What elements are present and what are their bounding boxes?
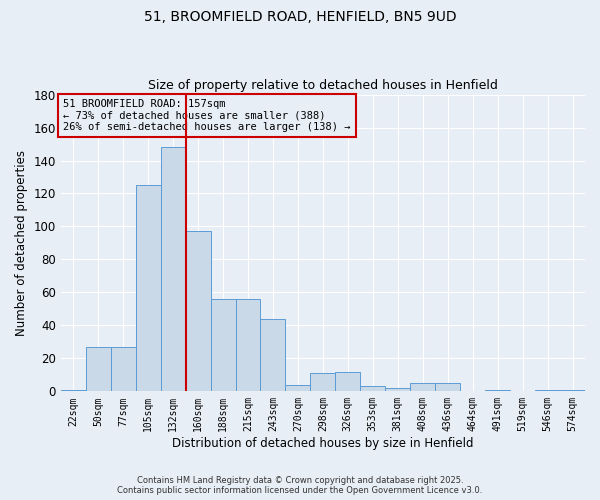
Bar — [310, 373, 335, 392]
Bar — [185, 232, 211, 392]
Bar — [111, 347, 136, 392]
Bar — [61, 390, 86, 392]
Text: 51, BROOMFIELD ROAD, HENFIELD, BN5 9UD: 51, BROOMFIELD ROAD, HENFIELD, BN5 9UD — [143, 10, 457, 24]
Bar — [361, 386, 385, 392]
Bar — [485, 390, 510, 392]
Text: Contains HM Land Registry data © Crown copyright and database right 2025.
Contai: Contains HM Land Registry data © Crown c… — [118, 476, 482, 495]
Y-axis label: Number of detached properties: Number of detached properties — [15, 150, 28, 336]
Bar — [286, 384, 310, 392]
Bar — [560, 390, 585, 392]
Bar — [260, 319, 286, 392]
Bar — [335, 372, 361, 392]
Bar — [236, 299, 260, 392]
Title: Size of property relative to detached houses in Henfield: Size of property relative to detached ho… — [148, 79, 498, 92]
Bar — [211, 299, 236, 392]
Text: 51 BROOMFIELD ROAD: 157sqm
← 73% of detached houses are smaller (388)
26% of sem: 51 BROOMFIELD ROAD: 157sqm ← 73% of deta… — [64, 99, 351, 132]
Bar — [161, 148, 185, 392]
Bar — [535, 390, 560, 392]
Bar — [136, 185, 161, 392]
X-axis label: Distribution of detached houses by size in Henfield: Distribution of detached houses by size … — [172, 437, 473, 450]
Bar — [86, 347, 111, 392]
Bar — [385, 388, 410, 392]
Bar — [435, 383, 460, 392]
Bar — [410, 383, 435, 392]
